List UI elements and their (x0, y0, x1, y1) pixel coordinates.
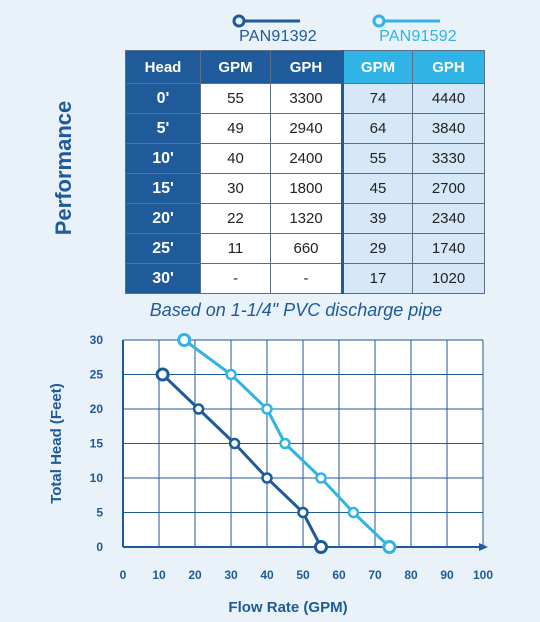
data-point (315, 472, 327, 484)
data-point (314, 540, 328, 554)
data-point (382, 540, 397, 554)
x-tick-label: 30 (224, 568, 238, 582)
y-tick-label: 10 (90, 471, 104, 485)
column-header: GPM (200, 50, 271, 84)
data-point (228, 437, 241, 450)
x-tick-label: 70 (368, 568, 382, 582)
data-point (225, 368, 237, 381)
table-cell: 11 (200, 233, 271, 264)
table-row: 20' 22 1320 39 2340 (125, 203, 485, 234)
legend-item-pan91592: PAN91592 (358, 4, 478, 52)
table-cell: 22 (200, 203, 271, 234)
x-tick-label: 100 (473, 568, 493, 582)
legend-label: PAN91392 (239, 28, 317, 45)
table-cell: 3330 (412, 143, 485, 174)
column-header: Head (125, 50, 201, 84)
x-tick-label: 90 (440, 568, 454, 582)
data-point (279, 437, 291, 450)
table-cell: 64 (341, 113, 413, 144)
legend-item-pan91392: PAN91392 (218, 4, 338, 52)
x-tick-label: 80 (404, 568, 418, 582)
table-row: 30' - - 17 1020 (125, 263, 485, 294)
column-header: GPM (341, 50, 413, 84)
table-cell: 1020 (412, 263, 485, 294)
y-tick-label: 20 (90, 402, 104, 416)
x-tick-label: 50 (296, 568, 310, 582)
y-tick-label: 30 (90, 333, 104, 347)
table-cell: 4440 (412, 83, 485, 114)
data-point (261, 472, 273, 484)
table-cell: 2340 (412, 203, 485, 234)
table-cell: 3840 (412, 113, 485, 144)
series-line (161, 373, 323, 548)
table-cell: 49 (200, 113, 271, 144)
x-tick-label: 20 (188, 568, 202, 582)
head-cell: 30' (125, 263, 201, 294)
data-point (192, 403, 205, 415)
x-tick-label: 0 (120, 568, 127, 582)
data-point (297, 506, 309, 519)
table-cell: 660 (270, 233, 343, 264)
x-tick-label: 60 (332, 568, 346, 582)
table-cell: 3300 (270, 83, 343, 114)
pipe-note: Based on 1-1/4" PVC discharge pipe (149, 300, 443, 320)
table-row: 10' 40 2400 55 3330 (125, 143, 485, 174)
table-cell: 30 (200, 173, 271, 204)
column-header: GPH (412, 50, 485, 84)
table-cell: - (270, 263, 343, 294)
head-cell: 10' (125, 143, 201, 174)
table-cell: 2700 (412, 173, 485, 204)
legend: PAN91392 PAN91592 (0, 4, 540, 52)
x-tick-label: 10 (152, 568, 166, 582)
table-cell: 17 (341, 263, 413, 294)
performance-table: Head GPM GPH GPM GPH 0' 55 3300 74 4440 … (125, 50, 485, 294)
column-header: GPH (270, 50, 343, 84)
table-header-row: Head GPM GPH GPM GPH (125, 50, 485, 84)
y-tick-label: 5 (96, 506, 103, 520)
data-point (177, 333, 192, 347)
head-cell: 25' (125, 233, 201, 264)
head-cell: 15' (125, 173, 201, 204)
table-cell: 74 (341, 83, 413, 114)
y-tick-label: 15 (90, 437, 104, 451)
table-cell: 45 (341, 173, 413, 204)
data-point (155, 367, 170, 382)
legend-line-icon (232, 14, 300, 28)
x-axis-arrow-icon (479, 543, 488, 551)
y-tick-label: 25 (90, 368, 104, 382)
table-cell: 40 (200, 143, 271, 174)
legend-label: PAN91592 (379, 28, 457, 45)
y-tick-label: 0 (96, 540, 103, 554)
legend-line-icon (372, 14, 440, 28)
head-cell: 20' (125, 203, 201, 234)
data-point (347, 506, 360, 519)
table-cell: 55 (341, 143, 413, 174)
y-axis-title: Total Head (Feet) (48, 383, 65, 504)
head-cell: 5' (125, 113, 201, 144)
table-row: 25' 11 660 29 1740 (125, 233, 485, 264)
table-cell: - (200, 263, 271, 294)
x-tick-label: 40 (260, 568, 274, 582)
table-cell: 55 (200, 83, 271, 114)
x-axis-title: Flow Rate (GPM) (228, 599, 347, 616)
table-cell: 1320 (270, 203, 343, 234)
data-point (261, 403, 273, 415)
table-cell: 1740 (412, 233, 485, 264)
